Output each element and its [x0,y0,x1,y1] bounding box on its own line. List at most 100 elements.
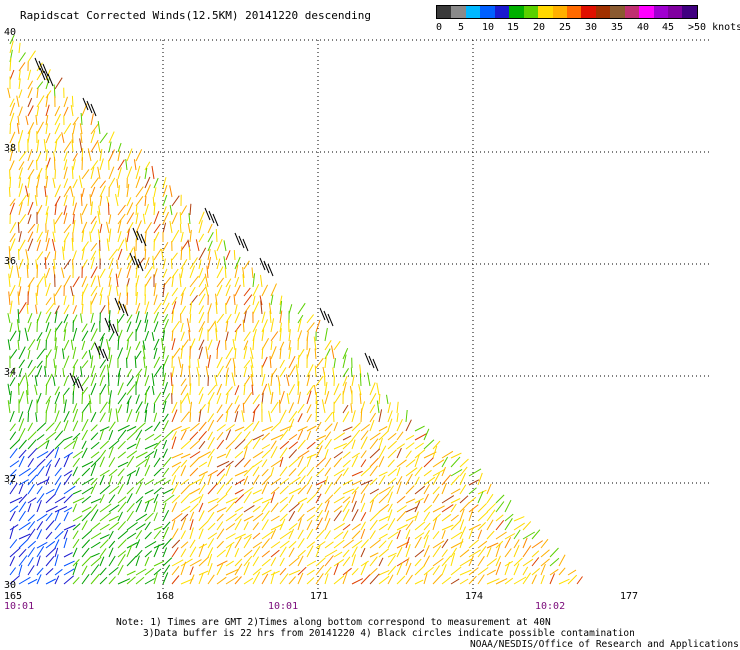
wind-vector [27,321,32,333]
wind-vector [162,521,171,531]
wind-vector [162,258,166,270]
wind-vector [285,374,290,387]
wind-vector [477,567,489,576]
wind-vector [477,511,489,522]
wind-vector [99,185,106,198]
wind-vector [351,486,359,495]
wind-vector [215,293,218,306]
contamination-flag [42,63,49,77]
wind-vector [216,284,223,297]
wind-vector [351,546,358,558]
wind-vector [36,450,49,459]
wind-vector [432,545,442,558]
wind-vector [81,520,88,531]
wind-vector [63,159,68,171]
wind-vector [126,400,130,414]
wind-vector [315,445,323,459]
wind-vector [81,495,92,504]
wind-vector [360,547,366,558]
wind-vector [88,394,92,405]
wind-vector [117,335,120,351]
wind-vector [126,357,128,369]
wind-vector [243,533,252,540]
wind-vector [45,520,55,531]
wind-vector [90,411,97,423]
wind-vector [81,467,91,477]
wind-vector [315,392,318,405]
wind-vector [315,467,325,477]
wind-vector [72,327,78,342]
wind-vector [350,403,353,414]
wind-vector [45,395,52,405]
wind-vector [27,422,34,432]
wind-vector [45,488,55,495]
wind-vector [63,295,67,306]
wind-vector [315,541,326,549]
wind-vector [270,570,280,576]
wind-vector [225,513,237,522]
wind-vector [117,511,123,522]
wind-vector [36,231,44,243]
wind-vector [108,515,119,522]
wind-vector [252,567,262,576]
wind-vector [215,301,218,315]
legend-swatch [538,6,553,18]
wind-vector [18,231,22,243]
wind-vector [81,187,85,198]
wind-vector [171,547,179,558]
wind-vector [252,336,255,351]
wind-vector [144,276,152,288]
wind-vector [297,391,301,405]
wind-vector [198,305,205,315]
contamination-flag [132,227,139,241]
wind-vector [90,355,94,369]
wind-vector [144,556,150,567]
wind-vector [108,485,120,495]
wind-vector [171,287,179,297]
wind-vector [342,459,351,468]
wind-vector [99,148,103,162]
wind-vector [18,538,29,549]
wind-vector [9,102,16,117]
wind-vector [134,355,137,369]
wind-vector [288,576,296,585]
wind-vector [18,521,31,531]
wind-vector [279,573,289,585]
wind-vector [72,403,78,414]
wind-vector [207,384,217,396]
wind-vector [162,467,170,477]
wind-vector [62,348,65,360]
wind-vector [205,346,209,360]
wind-vector [81,486,94,495]
wind-vector [315,319,321,333]
wind-vector [269,355,272,369]
wind-vector [432,445,438,459]
wind-vector [306,493,317,504]
wind-vector [252,434,265,441]
wind-vector [315,439,324,450]
wind-vector [162,177,167,189]
wind-vector [72,250,77,261]
wind-vector [306,374,311,387]
wind-vector [162,268,168,279]
wind-vector [207,354,211,369]
wind-vector [306,404,312,414]
wind-vector [99,449,107,459]
wind-vector [243,304,251,315]
wind-vector [180,363,184,378]
wind-vector [117,539,127,549]
time-label-1: 10:01 [4,601,35,612]
wind-vector [162,413,169,423]
wind-vector [297,484,307,495]
wind-vector [162,302,170,315]
wind-vector [18,286,22,297]
wind-vector [270,446,278,459]
wind-vector [90,292,98,306]
wind-vector [36,95,45,108]
wind-vector [45,251,51,261]
wind-vector [549,568,559,576]
contamination-flag [34,57,41,71]
wind-vector [45,422,55,432]
contamination-flag [267,263,274,277]
wind-vector [9,575,21,585]
